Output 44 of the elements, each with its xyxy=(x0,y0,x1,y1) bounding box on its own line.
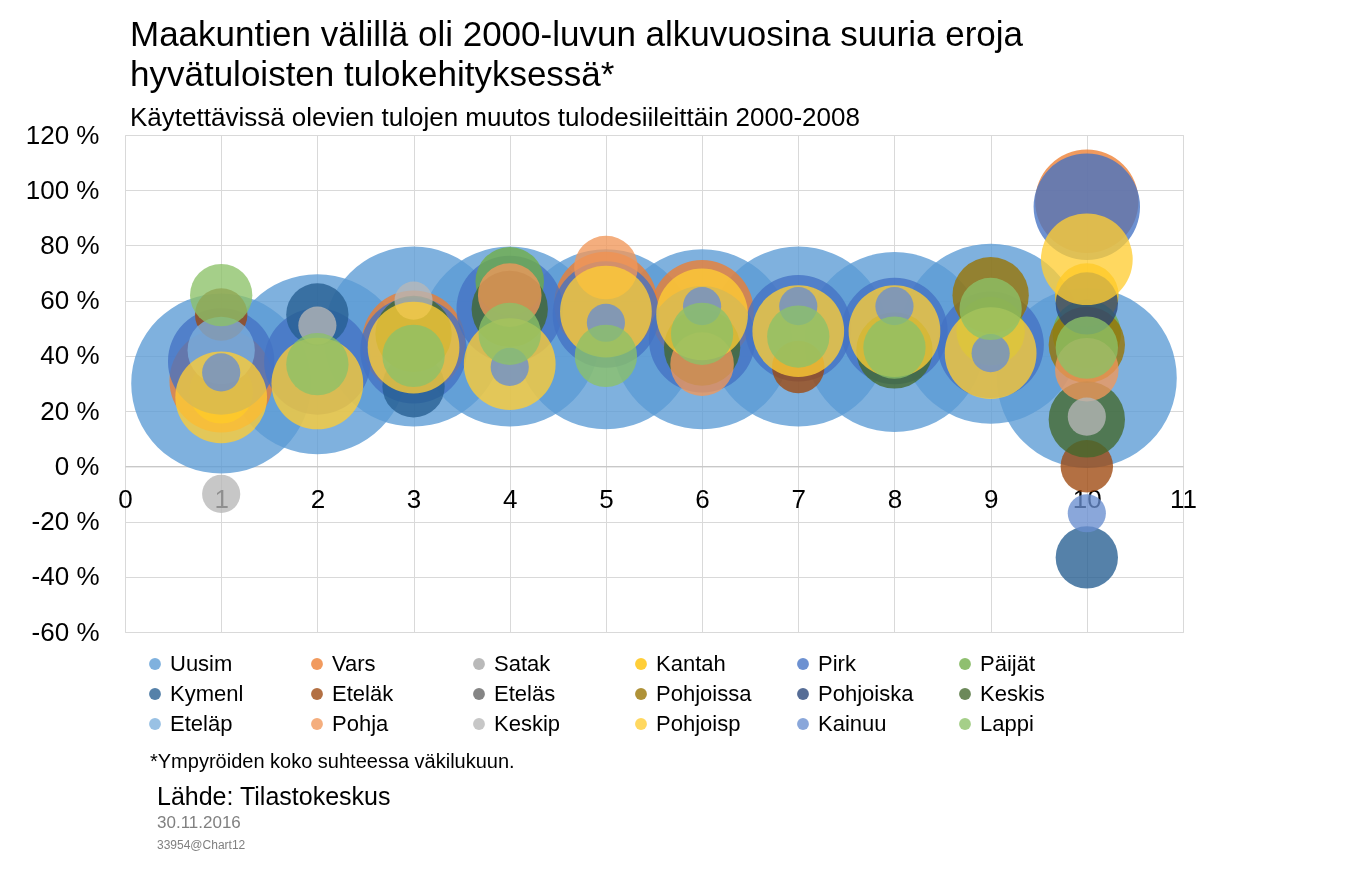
chart-subtitle: Käytettävissä olevien tulojen muutos tulodesiileittäin 2000-2008 xyxy=(130,102,860,132)
text: 33954@Chart12 xyxy=(157,838,246,852)
y-tick-label: -60 % xyxy=(31,616,100,647)
y-tick-label: 60 % xyxy=(40,285,100,316)
legend-label: Pohjoisp xyxy=(656,711,741,736)
legend-label: Lappi xyxy=(980,711,1034,736)
x-tick-label: 5 xyxy=(599,483,614,514)
text: Lähde: Tilastokeskus xyxy=(157,782,391,810)
text: 30.11.2016 xyxy=(157,813,241,832)
legend-label: Satak xyxy=(494,651,552,676)
y-tick-label: 120 % xyxy=(25,119,100,150)
y-tick-label: 20 % xyxy=(40,395,100,426)
x-tick-label: 4 xyxy=(502,483,518,514)
x-tick-label: 3 xyxy=(406,483,422,514)
legend-label: Kymenl xyxy=(170,681,244,706)
x-tick-label: 2 xyxy=(310,483,326,514)
legend-label: Eteläk xyxy=(332,681,395,706)
x-tick-label: 0 xyxy=(118,483,133,514)
y-tick-label: -40 % xyxy=(31,561,100,592)
text: *Ympyröiden koko suhteessa väkilukuun. xyxy=(150,750,515,772)
x-tick-label: 7 xyxy=(791,483,807,514)
legend-label: Pohjoiska xyxy=(818,681,915,706)
y-tick-label: 0 % xyxy=(54,450,100,481)
x-tick-label: 8 xyxy=(887,483,903,514)
legend-label: Vars xyxy=(332,651,376,676)
y-tick-label: 100 % xyxy=(25,174,100,205)
legend-label: Pohjoissa xyxy=(656,681,753,706)
y-tick-label: 40 % xyxy=(40,340,100,371)
y-tick-label: 80 % xyxy=(40,229,100,260)
legend-label: Kantah xyxy=(656,651,726,676)
legend-label: Eteläs xyxy=(494,681,556,706)
x-tick-label: 9 xyxy=(983,483,999,514)
legend-label: Pirk xyxy=(818,651,857,676)
legend-label: Keskip xyxy=(494,711,561,736)
chart-title: Maakuntien välillä oli 2000-luvun alkuvuosina suuria eroja hyvätuloisten tulokehityksessä* xyxy=(130,14,1024,93)
legend-label: Keskis xyxy=(980,681,1045,706)
y-tick-label: -20 % xyxy=(31,506,100,537)
x-tick-label: 11 xyxy=(1170,483,1197,514)
legend-label: Pohja xyxy=(332,711,390,736)
legend-label: Uusim xyxy=(170,651,233,676)
legend-label: Päijät xyxy=(980,651,1036,676)
legend-label: Eteläp xyxy=(170,711,233,736)
legend-label: Kainuu xyxy=(818,711,887,736)
x-tick-label: 6 xyxy=(695,483,710,514)
